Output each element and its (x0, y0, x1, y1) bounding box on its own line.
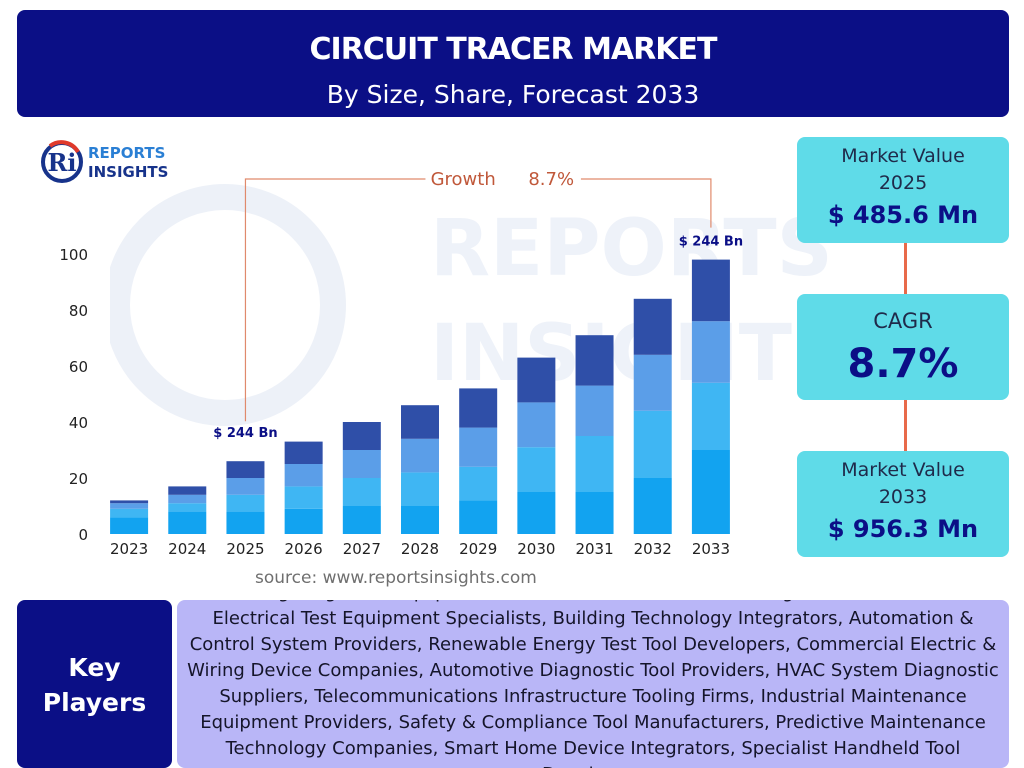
x-tick-label: 2033 (692, 540, 730, 558)
kpi-connector-2 (904, 400, 907, 451)
bar-segment (691, 259, 730, 322)
bar-segment (517, 357, 556, 403)
key-players-heading-line-2: Players (42, 688, 147, 717)
bar-segment (168, 494, 207, 504)
bar-segment (633, 478, 672, 534)
bar-segment (401, 506, 439, 534)
bar-segment (459, 500, 498, 534)
page-subtitle: By Size, Share, Forecast 2033 (326, 80, 700, 109)
y-tick-label: 80 (69, 302, 88, 320)
kpi-value: $ 956.3 Mn (827, 515, 979, 543)
logo-line-2: INSIGHTS (88, 163, 169, 181)
kpi-cagr: CAGR 8.7% (797, 294, 1009, 400)
bar-segment (517, 447, 556, 492)
y-tick-label: 20 (69, 470, 88, 488)
bar-segment (284, 464, 323, 487)
x-tick-label: 2031 (575, 540, 613, 558)
x-tick-label: 2027 (343, 540, 381, 558)
bar-segment (401, 438, 439, 473)
bar-segment (517, 402, 556, 448)
bar-segment (459, 427, 498, 467)
bar-segment (284, 441, 323, 464)
kpi-market-value-2033: Market Value 2033 $ 956.3 Mn (797, 451, 1009, 557)
bar-segment (575, 436, 614, 492)
bar-segment (459, 388, 498, 428)
kpi-connector-1 (904, 243, 907, 294)
bar-segment (168, 486, 207, 495)
logo-line-1: REPORTS (88, 144, 166, 162)
kpi-label: CAGR (873, 309, 933, 333)
bars (110, 259, 730, 534)
x-tick-label: 2028 (401, 540, 439, 558)
key-players-heading-box: Key Players (17, 600, 172, 768)
bar-segment (226, 511, 265, 534)
kpi-value: $ 485.6 Mn (827, 201, 979, 229)
bar-segment (168, 503, 207, 512)
bar-segment (226, 494, 265, 512)
bar-segment (110, 503, 149, 509)
logo-text: REPORTS INSIGHTS (88, 144, 168, 182)
logo: Ri REPORTS INSIGHTS (40, 140, 200, 186)
bar-segment (342, 478, 381, 506)
start-value-label: $ 244 Bn (213, 426, 277, 441)
bar-segment (633, 298, 672, 355)
kpi-label: Market Value 2033 (841, 459, 965, 508)
bar-segment (342, 422, 381, 450)
bar-segment (575, 385, 614, 436)
kpi-value: 8.7% (847, 341, 959, 387)
growth-value: 8.7% (528, 169, 574, 190)
bar-segment (401, 405, 439, 439)
svg-text:Ri: Ri (47, 148, 76, 177)
x-tick-label: 2024 (168, 540, 206, 558)
x-tick-label: 2023 (110, 540, 148, 558)
key-players-list-box: Leading Diagnostic Equipment Manufacture… (177, 600, 1009, 768)
key-players-heading: Key Players (17, 650, 172, 720)
kpi-label: Market Value 2025 (841, 145, 965, 194)
bar-segment (575, 335, 614, 386)
bar-segment (168, 511, 207, 534)
x-tick-label: 2026 (285, 540, 323, 558)
bar-segment (110, 500, 149, 504)
key-players-heading-line-1: Key (68, 653, 121, 682)
page-title: CIRCUIT TRACER MARKET (309, 32, 718, 67)
end-value-label: $ 244 Bn (679, 235, 743, 250)
y-tick-label: 40 (69, 414, 88, 432)
bar-segment (517, 492, 556, 534)
bar-segment (401, 472, 439, 506)
key-players-list: Leading Diagnostic Equipment Manufacture… (187, 600, 999, 768)
header-banner: CIRCUIT TRACER MARKET By Size, Share, Fo… (17, 10, 1009, 117)
growth-line-left (244, 178, 426, 422)
x-tick-label: 2025 (226, 540, 264, 558)
bar-segment (691, 382, 730, 450)
growth-line-right (580, 178, 712, 228)
bar-segment (633, 354, 672, 411)
y-tick-label: 100 (59, 246, 88, 264)
bar-segment (284, 508, 323, 534)
y-tick-label: 60 (69, 358, 88, 376)
bar-segment (342, 506, 381, 534)
x-tick-label: 2032 (634, 540, 672, 558)
bar-segment (342, 450, 381, 478)
x-tick-label: 2030 (517, 540, 555, 558)
bar-segment (226, 461, 265, 478)
growth-annotation: Growth 8.7% $ 244 Bn $ 244 Bn (213, 169, 743, 441)
x-tick-label: 2029 (459, 540, 497, 558)
bar-segment (226, 478, 265, 495)
growth-label: Growth (431, 169, 496, 190)
kpi-market-value-2025: Market Value 2025 $ 485.6 Mn (797, 137, 1009, 243)
bar-segment (691, 321, 730, 383)
y-tick-label: 0 (78, 526, 88, 544)
bar-segment (633, 410, 672, 478)
bar-segment (110, 508, 149, 518)
bar-segment (110, 517, 149, 534)
bar-segment (575, 492, 614, 534)
source-note: source: www.reportsinsights.com (255, 568, 537, 588)
bar-segment (691, 450, 730, 534)
bar-segment (459, 466, 498, 501)
bar-segment (284, 486, 323, 509)
logo-mark: Ri (41, 140, 83, 183)
x-axis: 2023 2024 2025 2026 2027 2028 2029 2030 2031 2032… (110, 540, 730, 558)
y-axis: 0 20 40 60 80 100 (59, 246, 88, 544)
